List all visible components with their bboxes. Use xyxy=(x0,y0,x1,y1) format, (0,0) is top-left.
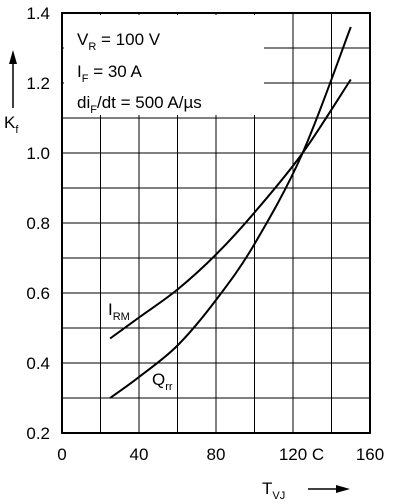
label-qrr-main: Q xyxy=(152,370,165,389)
y-tick-label: 0.8 xyxy=(26,214,50,233)
xlabel-main: T xyxy=(262,479,272,498)
y-tick-label: 1.0 xyxy=(26,144,50,163)
y-tick-label: 1.4 xyxy=(26,4,50,23)
cond-0-sub: R xyxy=(88,41,96,53)
x-tick-labels: 0 40 80 120 160 xyxy=(57,445,384,464)
condition-current-slope: diF/dt = 500 A/µs xyxy=(77,93,202,116)
x-unit-label: C xyxy=(312,445,324,464)
series-lines xyxy=(109,26,352,399)
y-tick-label: 1.2 xyxy=(26,74,50,93)
x-tick-label: 80 xyxy=(207,445,226,464)
y-tick-label: 0.4 xyxy=(26,354,50,373)
series-label-qrr: Qrr xyxy=(152,370,173,393)
x-axis-label: TVJ xyxy=(262,479,350,502)
label-qrr-sub: rr xyxy=(165,381,173,393)
cond-0-main: V xyxy=(77,30,89,49)
y-tick-label: 0.6 xyxy=(26,284,50,303)
x-axis-arrow-head xyxy=(336,485,350,493)
plot-frame xyxy=(61,12,371,434)
label-irm-main: I xyxy=(108,300,113,319)
x-tick-label: 160 xyxy=(356,445,384,464)
series-label-irm: IRM xyxy=(108,300,130,323)
label-irm-sub: RM xyxy=(113,311,130,323)
cond-1-main: I xyxy=(77,62,82,81)
cond-0-rest: = 100 V xyxy=(96,30,160,49)
condition-reverse-voltage: VR = 100 V xyxy=(77,30,161,53)
x-tick-label: 120 xyxy=(279,445,307,464)
cond-2-main: di xyxy=(77,93,90,112)
ylabel-main: K xyxy=(4,113,16,132)
x-axis-title: TVJ xyxy=(262,479,285,502)
y-axis-arrow-head xyxy=(9,50,17,64)
xlabel-sub: VJ xyxy=(272,490,285,502)
cond-1-rest: = 30 A xyxy=(88,62,142,81)
y-tick-labels: 0.2 0.4 0.6 0.8 1.0 1.2 1.4 xyxy=(26,4,50,443)
condition-forward-current: IF = 30 A xyxy=(77,62,143,85)
cond-2-sub: F xyxy=(90,104,97,116)
y-axis-label: Kf xyxy=(4,50,19,136)
cond-1-sub: F xyxy=(82,73,89,85)
series-line-qrr xyxy=(109,26,352,399)
y-axis-title: Kf xyxy=(4,113,19,136)
ylabel-sub: f xyxy=(15,124,19,136)
cond-2-rest: /dt = 500 A/µs xyxy=(97,93,202,112)
x-tick-label: 40 xyxy=(130,445,149,464)
x-tick-label: 0 xyxy=(57,445,66,464)
conditions-box xyxy=(64,15,264,115)
y-tick-label: 0.2 xyxy=(26,424,50,443)
